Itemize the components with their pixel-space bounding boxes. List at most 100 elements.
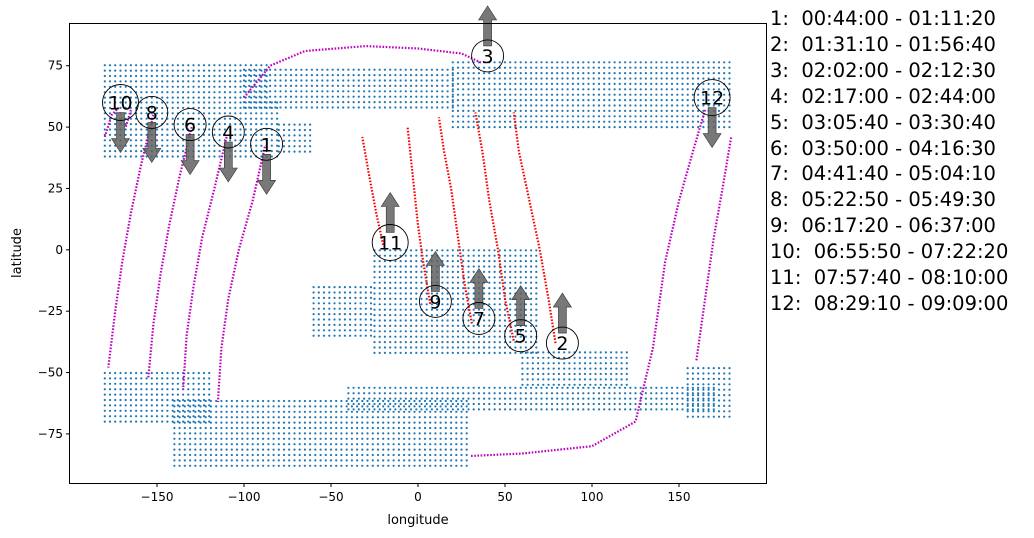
coverage-point: [194, 399, 197, 403]
coverage-point: [456, 319, 460, 322]
coverage-point: [472, 330, 475, 333]
coverage-point: [456, 104, 460, 107]
coverage-point: [392, 410, 395, 413]
coverage-point: [328, 334, 331, 337]
coverage-point: [686, 410, 689, 413]
coverage-point: [644, 66, 648, 69]
coverage-point: [477, 260, 480, 263]
coverage-point: [509, 120, 512, 123]
coverage-point: [587, 99, 590, 102]
coverage-point: [230, 459, 233, 462]
coverage-point: [255, 128, 258, 131]
coverage-point: [187, 117, 190, 120]
direction-arrow-up: [478, 5, 498, 47]
coverage-point: [681, 99, 684, 102]
coverage-point: [103, 74, 106, 78]
coverage-point: [397, 464, 400, 467]
coverage-point: [634, 386, 637, 389]
coverage-point: [171, 133, 174, 136]
coverage-point: [462, 408, 465, 411]
coverage-point: [114, 393, 117, 396]
coverage-point: [209, 453, 212, 457]
coverage-point: [218, 133, 221, 136]
coverage-point: [613, 88, 616, 91]
coverage-point: [124, 420, 127, 423]
coverage-point: [498, 386, 501, 389]
coverage-point: [665, 126, 668, 129]
coverage-point: [503, 408, 507, 411]
coverage-point: [514, 397, 517, 400]
coverage-point: [483, 115, 486, 118]
marker-label: 12: [700, 88, 724, 110]
coverage-point: [260, 150, 263, 153]
coverage-point: [303, 145, 306, 148]
coverage-point: [298, 453, 301, 457]
coverage-point: [519, 335, 522, 338]
coverage-point: [697, 394, 700, 397]
coverage-point: [356, 405, 359, 408]
coverage-point: [383, 324, 386, 327]
marker-label: 2: [556, 333, 568, 355]
coverage-point: [140, 133, 143, 136]
coverage-point: [639, 109, 642, 112]
coverage-point: [629, 408, 632, 411]
coverage-point: [213, 80, 216, 83]
coverage-point: [583, 378, 587, 381]
coverage-point: [613, 120, 616, 123]
coverage-point: [597, 115, 601, 118]
coverage-point: [108, 377, 112, 380]
coverage-point: [234, 64, 237, 67]
direction-arrow-up: [425, 250, 445, 292]
coverage-point: [176, 106, 179, 109]
coverage-point: [124, 69, 127, 72]
coverage-point: [253, 90, 256, 93]
coverage-point: [352, 84, 355, 87]
coverage-point: [550, 104, 554, 107]
coverage-point: [255, 150, 258, 153]
coverage-point: [383, 68, 386, 71]
coverage-point: [119, 101, 122, 104]
coverage-point: [472, 109, 475, 112]
coverage-point: [182, 139, 185, 142]
coverage-point: [488, 77, 491, 80]
coverage-point: [256, 416, 259, 419]
coverage-point: [571, 72, 575, 75]
coverage-point: [514, 330, 517, 333]
coverage-point: [251, 437, 254, 440]
coverage-point: [561, 82, 564, 85]
coverage-point: [404, 265, 407, 268]
coverage-point: [451, 303, 454, 306]
coverage-point: [521, 362, 524, 365]
coverage-point: [392, 448, 395, 451]
coverage-point: [456, 270, 460, 273]
coverage-point: [629, 93, 632, 96]
coverage-point: [373, 392, 376, 395]
coverage-point: [368, 74, 371, 77]
coverage-point: [444, 448, 447, 451]
coverage-point: [262, 437, 265, 440]
coverage-point: [650, 120, 653, 123]
coverage-point: [571, 392, 575, 395]
coverage-point: [707, 388, 710, 391]
coverage-point: [509, 297, 512, 300]
coverage-point: [241, 421, 244, 424]
coverage-point: [530, 115, 533, 118]
coverage-point: [712, 399, 715, 402]
coverage-point: [350, 399, 353, 403]
coverage-point: [599, 362, 602, 365]
coverage-point: [547, 356, 550, 359]
coverage-point: [178, 426, 181, 430]
coverage-point: [324, 464, 327, 467]
coverage-point: [208, 139, 211, 142]
coverage-point: [389, 386, 392, 389]
coverage-point: [465, 432, 468, 435]
coverage-point: [376, 416, 380, 419]
coverage-point: [561, 120, 564, 123]
coverage-point: [352, 90, 355, 93]
coverage-point: [166, 404, 169, 407]
coverage-point: [209, 464, 212, 467]
coverage-point: [524, 335, 528, 338]
coverage-point: [155, 85, 159, 88]
coverage-point: [399, 402, 402, 406]
coverage-point: [235, 464, 239, 467]
